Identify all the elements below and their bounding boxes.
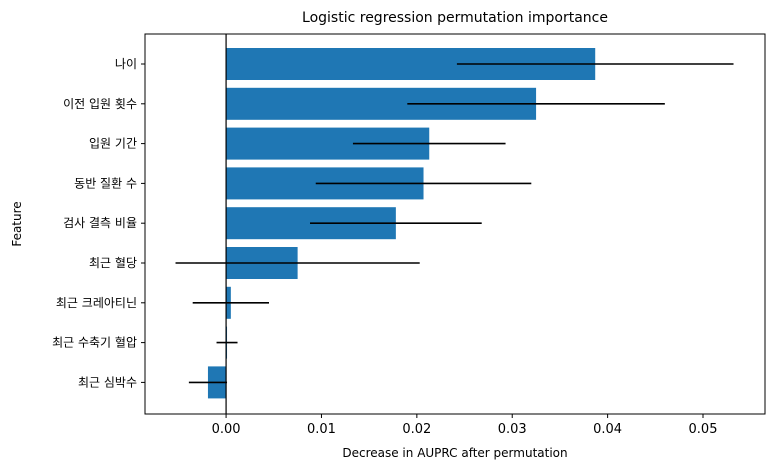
- y-tick-label: 최근 크레아티닌: [56, 296, 137, 310]
- errorbars-layer: [175, 63, 734, 384]
- x-axis-label: Decrease in AUPRC after permutation: [342, 446, 567, 460]
- y-tick-label: 이전 입원 횟수: [63, 97, 137, 111]
- x-tick-label: 0.01: [307, 422, 336, 437]
- x-tick-label: 0.03: [498, 422, 527, 437]
- x-tick-label: 0.04: [593, 422, 622, 437]
- y-tick-label: 최근 수축기 혈압: [52, 336, 137, 350]
- y-tick-label: 검사 결측 비율: [63, 216, 137, 230]
- x-axis: 0.00 0.01 0.02 0.03 0.04 0.05: [212, 414, 718, 437]
- y-tick-label: 나이: [115, 57, 137, 71]
- chart-title: Logistic regression permutation importan…: [302, 10, 608, 26]
- x-tick-label: 0.05: [689, 422, 718, 437]
- y-tick-label: 최근 심박수: [78, 375, 137, 389]
- y-tick-label: 최근 혈당: [89, 256, 137, 270]
- x-tick-label: 0.00: [212, 422, 241, 437]
- y-tick-label: 입원 기간: [89, 137, 137, 151]
- x-tick-label: 0.02: [402, 422, 431, 437]
- y-tick-label: 동반 질환 수: [74, 176, 137, 190]
- plot-frame: [144, 33, 766, 415]
- y-axis-label: Feature: [10, 201, 24, 246]
